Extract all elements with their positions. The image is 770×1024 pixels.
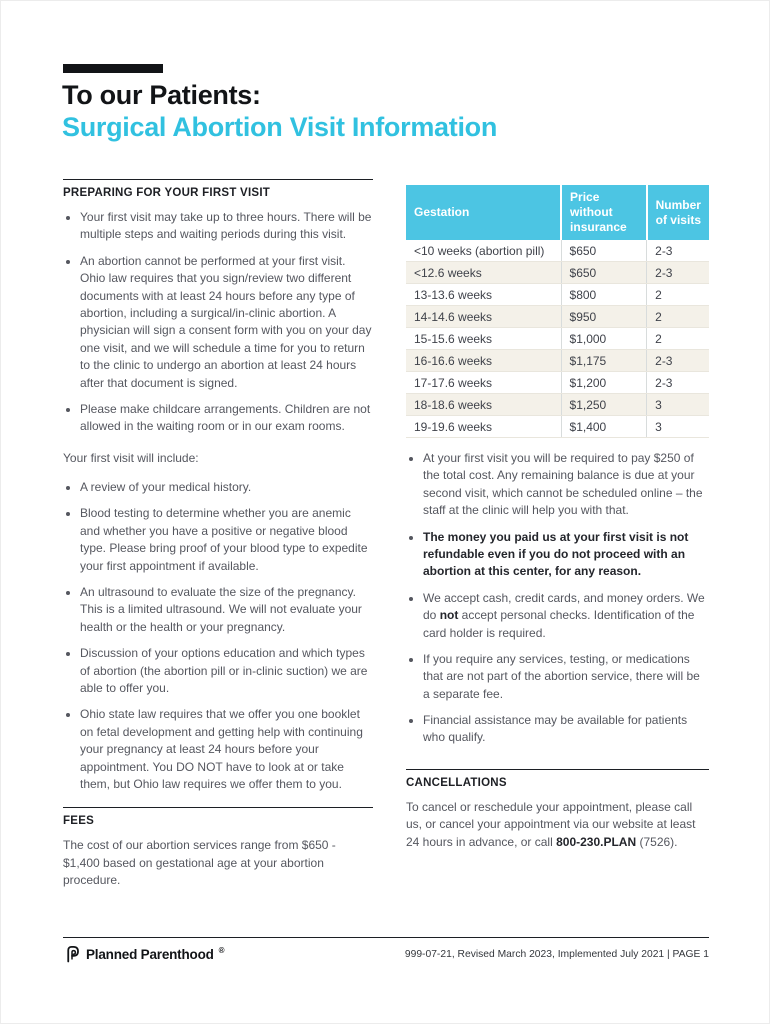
section-heading-preparing: PREPARING FOR YOUR FIRST VISIT [63, 187, 271, 199]
list-item: If you require any services, testing, or… [423, 651, 709, 703]
pricing-table-body: <10 weeks (abortion pill) $650 2-3 <12.6 we… [406, 240, 709, 438]
list-item: We accept cash, credit cards, and money … [423, 590, 709, 642]
pricing-table-header: Gestation Price without insurance Number… [406, 185, 709, 240]
table-cell: 3 [646, 415, 709, 438]
column-header-price: Price without insurance [560, 185, 647, 240]
list-item: An ultrasound to evaluate the size of th… [80, 584, 373, 636]
table-cell: $950 [560, 305, 647, 328]
first-visit-bullet-list: A review of your medical history. Blood t… [63, 479, 373, 793]
document-info: 999-07-21, Revised March 2023, Implement… [404, 948, 709, 960]
pricing-table: Gestation Price without insurance Number… [406, 185, 709, 438]
table-cell: 17-17.6 weeks [406, 371, 562, 394]
list-item: The money you paid us at your first visi… [423, 529, 709, 581]
list-item: Your first visit may take up to three ho… [80, 209, 373, 244]
table-cell: $1,000 [560, 327, 647, 350]
table-row: 17-17.6 weeks $1,200 2-3 [406, 371, 709, 394]
accent-bar [63, 64, 163, 73]
table-cell: 2 [646, 327, 709, 350]
table-cell: 18-18.6 weeks [406, 393, 562, 416]
section-divider [63, 807, 373, 809]
content-columns: PREPARING FOR YOUR FIRST VISIT Your firs… [63, 179, 709, 890]
table-cell: 14-14.6 weeks [406, 305, 562, 328]
table-cell: 16-16.6 weeks [406, 349, 562, 372]
section-divider [63, 179, 373, 180]
table-cell: 2-3 [646, 240, 709, 262]
table-row: 19-19.6 weeks $1,400 3 [406, 415, 709, 438]
payment-bullet-list: At your first visit you will be required… [406, 450, 709, 747]
table-cell: <12.6 weeks [406, 261, 562, 284]
brand-name: Planned Parenthood [86, 946, 214, 962]
list-item: A review of your medical history. [80, 479, 373, 496]
footer-divider [63, 937, 709, 938]
section-heading-cancellations: CANCELLATIONS [406, 776, 507, 789]
table-row: 15-15.6 weeks $1,000 2 [406, 327, 709, 350]
table-cell: 2 [646, 283, 709, 306]
table-row: 16-16.6 weeks $1,175 2-3 [406, 349, 709, 372]
footer: Planned Parenthood ® 999-07-21, Revised … [63, 945, 709, 963]
column-header-visits: Number of visits [645, 185, 709, 240]
table-cell: 15-15.6 weeks [406, 327, 562, 350]
list-item: At your first visit you will be required… [423, 450, 709, 520]
section-heading-fees: FEES [63, 815, 95, 828]
list-item: Please make childcare arrangements. Chil… [80, 401, 373, 436]
table-cell: 13-13.6 weeks [406, 283, 562, 306]
column-header-gestation: Gestation [406, 185, 562, 240]
table-row: 13-13.6 weeks $800 2 [406, 283, 709, 306]
preparing-bullet-list: Your first visit may take up to three ho… [63, 209, 373, 436]
planned-parenthood-logo-icon [63, 945, 81, 963]
table-row: <12.6 weeks $650 2-3 [406, 261, 709, 284]
section-divider [406, 768, 709, 770]
table-row: 14-14.6 weeks $950 2 [406, 305, 709, 328]
table-cell: $650 [560, 240, 647, 262]
table-row: <10 weeks (abortion pill) $650 2-3 [406, 240, 709, 262]
table-cell: <10 weeks (abortion pill) [406, 240, 562, 262]
list-item: Financial assistance may be available fo… [423, 712, 709, 747]
registered-trademark-mark: ® [218, 945, 225, 955]
table-cell: 2-3 [646, 261, 709, 284]
cancellations-section: CANCELLATIONS To cancel or reschedule yo… [406, 768, 709, 851]
table-cell: 3 [646, 393, 709, 416]
table-cell: $800 [560, 283, 647, 306]
list-item: Discussion of your options education and… [80, 645, 373, 697]
brand-lockup: Planned Parenthood ® [63, 945, 225, 963]
table-cell: $1,400 [560, 415, 647, 438]
cancellations-body: To cancel or reschedule your appointment… [406, 799, 696, 849]
list-item: An abortion cannot be performed at your … [80, 253, 373, 392]
table-cell: $1,200 [560, 371, 647, 394]
table-cell: $1,175 [560, 349, 647, 372]
fees-section: FEES The cost of our abortion services r… [63, 807, 373, 889]
left-column: PREPARING FOR YOUR FIRST VISIT Your firs… [63, 179, 373, 890]
table-cell: 2-3 [646, 371, 709, 394]
page-subtitle: Surgical Abortion Visit Information [62, 112, 498, 142]
table-cell: $1,250 [560, 393, 647, 416]
fees-body: The cost of our abortion services range … [63, 838, 336, 888]
list-item: Blood testing to determine whether you a… [80, 505, 373, 575]
page-title: To our Patients: [62, 80, 261, 110]
table-cell: 2 [646, 305, 709, 328]
table-cell: 19-19.6 weeks [406, 415, 562, 438]
first-visit-intro: Your first visit will include: [63, 450, 199, 465]
table-cell: 2-3 [646, 349, 709, 372]
table-cell: $650 [560, 261, 647, 284]
list-item: Ohio state law requires that we offer yo… [80, 706, 373, 793]
right-column: Gestation Price without insurance Number… [406, 179, 709, 890]
table-row: 18-18.6 weeks $1,250 3 [406, 393, 709, 416]
